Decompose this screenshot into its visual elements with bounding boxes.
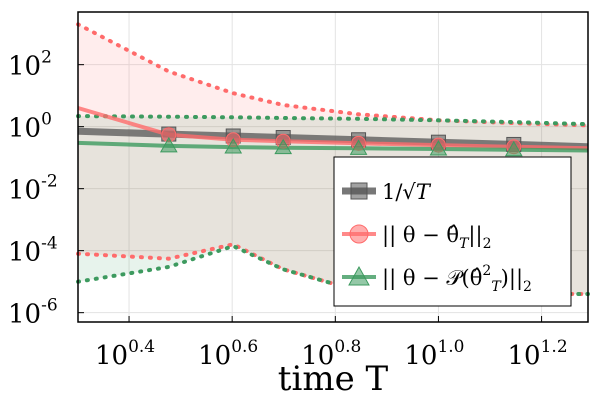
y-tick-base: 10 (8, 114, 41, 144)
legend-box (333, 156, 572, 307)
series-line-1 (77, 106, 589, 151)
series-marker-2 (429, 140, 448, 156)
x-tick-label: 100.8 (301, 337, 361, 371)
series-line-2 (77, 140, 589, 153)
legend-label-proj: || θ − 𝒫(θ̂2T)||2 (382, 263, 532, 295)
y-tick-label: 102 (8, 48, 52, 82)
legend-label-sub: T (491, 279, 502, 295)
legend-label-suffix-sub: 2 (483, 236, 492, 252)
x-tick-exponent: 1.2 (541, 337, 568, 357)
legend-marker (350, 182, 368, 200)
x-tick-base: 10 (508, 341, 541, 371)
legend-label-err: || θ − θ̂T||2 (382, 223, 491, 252)
series-lines (77, 106, 589, 153)
y-tick-label: 100 (8, 110, 52, 144)
x-tick-exponent: 0.6 (231, 337, 258, 357)
legend-marker (348, 265, 370, 286)
x-tick-base: 10 (404, 341, 437, 371)
legend-label-var: T (416, 180, 432, 204)
series-marker-2 (504, 140, 523, 157)
series-markers (159, 126, 523, 157)
legend-label-prefix: || θ − 𝒫(θ̂ (382, 266, 482, 291)
y-tick-exponent: -4 (41, 234, 58, 254)
y-tick-label: 10-2 (8, 172, 58, 206)
band-bound-2 (76, 114, 590, 127)
x-tick-exponent: 0.4 (128, 337, 155, 357)
x-axis-title: time T (278, 359, 389, 399)
x-tick-label: 101.2 (508, 337, 568, 371)
y-tick-base: 10 (8, 300, 41, 330)
y-tick-exponent: 0 (41, 110, 52, 130)
legend-label-prefix: 1/√ (382, 180, 416, 204)
x-tick-label: 101.0 (404, 337, 464, 371)
x-tick-exponent: 0.8 (334, 337, 361, 357)
legend-label-suffix: || (468, 223, 482, 248)
legend-label-invsqrt: 1/√T (382, 180, 432, 204)
y-tick-base: 10 (8, 52, 41, 82)
legend-label-suffix: )|| (501, 266, 523, 291)
y-tick-label: 10-4 (8, 234, 58, 268)
x-tick-exponent: 1.0 (437, 337, 464, 357)
series-marker-2 (274, 138, 293, 155)
series-marker-2 (224, 138, 243, 154)
x-tick-base: 10 (198, 341, 231, 371)
series-marker-2 (159, 136, 178, 153)
legend: 1/√T|| θ − θ̂T||2|| θ − 𝒫(θ̂2T)||2 (333, 156, 572, 307)
band-bound-2 (76, 243, 590, 296)
x-tick-base: 10 (95, 341, 128, 371)
y-tick-exponent: -6 (41, 296, 58, 316)
y-tick-exponent: 2 (41, 48, 52, 68)
x-tick-base: 10 (301, 341, 334, 371)
legend-label-prefix: || θ − θ̂ (382, 223, 459, 248)
y-tick-exponent: -2 (41, 172, 58, 192)
x-tick-label: 100.6 (198, 337, 258, 371)
x-axis-ticks: 100.4 100.6 100.8 101.0 101.2 (95, 316, 568, 371)
legend-label-sub: T (459, 236, 470, 252)
series-marker-2 (349, 139, 368, 155)
y-tick-base: 10 (8, 176, 41, 206)
y-tick-label: 10-6 (8, 296, 58, 330)
plot-frame (77, 11, 589, 323)
legend-marker (349, 224, 369, 244)
legend-label-sup: 2 (482, 263, 491, 279)
x-tick-label: 100.4 (95, 337, 155, 371)
y-tick-base: 10 (8, 238, 41, 268)
legend-label-suffix-sub: 2 (523, 279, 532, 295)
